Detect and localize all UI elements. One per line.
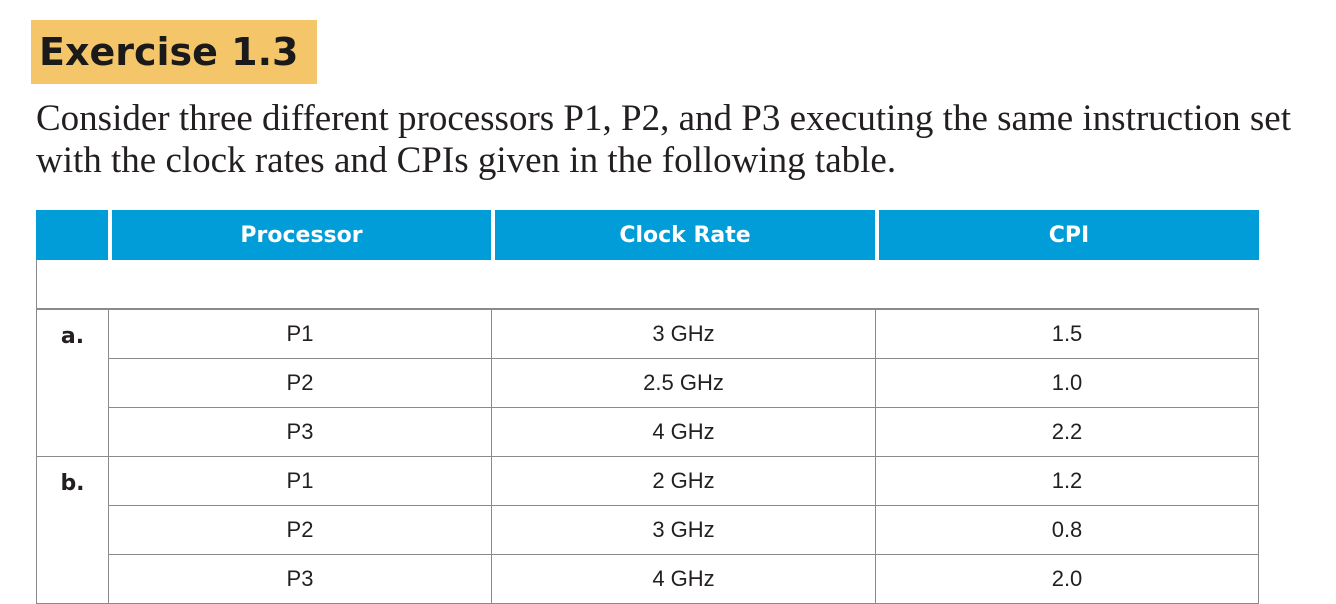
cpi-cell: 2.0 [875,555,1259,604]
processor-cell: P1 [108,309,491,359]
table-header-row: Processor Clock Rate CPI [36,210,1259,260]
header-cpi: CPI [875,210,1259,260]
table-row: b. P1 2 GHz 1.2 [36,457,1259,604]
clock-rate-cell: 4 GHz [491,555,875,604]
group-label-a: a. [36,309,108,457]
clock-rate-cell: 3 GHz [491,506,875,555]
cpi-cell: 2.2 [875,408,1259,457]
cpi-cell: 1.2 [875,457,1259,506]
intro-paragraph: Consider three different processors P1, … [36,98,1292,181]
table-row: P3 4 GHz 2.2 [36,408,1259,457]
processor-cell: P3 [108,555,491,604]
table-row: P2 3 GHz 0.8 [36,506,1259,555]
clock-rate-cell: 2 GHz [491,457,875,506]
processor-cell: P2 [108,506,491,555]
processor-cell: P2 [108,359,491,408]
cpi-cell: 0.8 [875,506,1259,555]
table-row: P3 4 GHz 2.0 [36,555,1259,604]
exercise-title: Exercise 1.3 [31,20,317,84]
processor-cell: P1 [108,457,491,506]
clock-rate-cell: 4 GHz [491,408,875,457]
table-row: P2 2.5 GHz 1.0 [36,359,1259,408]
table-spacer [36,260,1259,309]
clock-rate-cell: 3 GHz [491,309,875,359]
processor-table: Processor Clock Rate CPI a. P1 3 GHz 1.5… [36,210,1259,604]
processor-cell: P3 [108,408,491,457]
cpi-cell: 1.0 [875,359,1259,408]
cpi-cell: 1.5 [875,309,1259,359]
header-clock-rate: Clock Rate [491,210,875,260]
clock-rate-cell: 2.5 GHz [491,359,875,408]
header-group-column [36,210,108,260]
table-row: a. P1 3 GHz 1.5 [36,309,1259,457]
header-processor: Processor [108,210,491,260]
group-label-b: b. [36,457,108,604]
